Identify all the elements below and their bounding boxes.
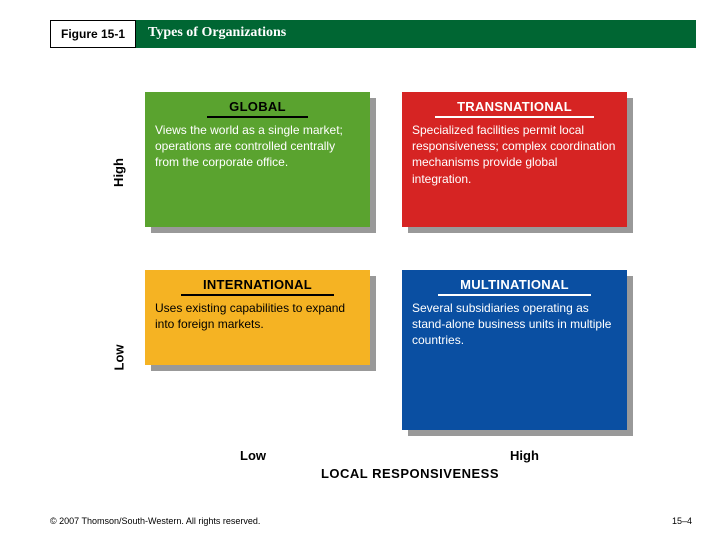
- quadrant-heading: GLOBAL: [207, 99, 308, 118]
- quadrant-box: TRANSNATIONAL Specialized facilities per…: [402, 92, 627, 227]
- x-axis-low-label: Low: [240, 448, 266, 463]
- quadrant-box: GLOBAL Views the world as a single marke…: [145, 92, 370, 227]
- heading-wrap: MULTINATIONAL: [412, 276, 617, 296]
- quadrant-desc: Several subsidiaries operating as stand-…: [412, 300, 617, 349]
- quadrant-desc: Specialized facilities permit local resp…: [412, 122, 617, 187]
- quadrant-international: INTERNATIONAL Uses existing capabilities…: [145, 270, 370, 365]
- quadrant-desc: Uses existing capabilities to expand int…: [155, 300, 360, 332]
- y-axis-high-label: High: [111, 158, 126, 187]
- heading-wrap: GLOBAL: [155, 98, 360, 118]
- quadrant-heading: TRANSNATIONAL: [435, 99, 594, 118]
- quadrant-heading: MULTINATIONAL: [438, 277, 591, 296]
- quadrant-transnational: TRANSNATIONAL Specialized facilities per…: [402, 92, 627, 227]
- quadrant-desc: Views the world as a single market; oper…: [155, 122, 360, 171]
- x-axis-high-label: High: [510, 448, 539, 463]
- footer-copyright: © 2007 Thomson/South-Western. All rights…: [50, 516, 260, 526]
- header-title: Types of Organizations: [136, 20, 696, 48]
- heading-wrap: INTERNATIONAL: [155, 276, 360, 296]
- figure-label: Figure 15-1: [50, 20, 136, 48]
- header-bar: Figure 15-1 Types of Organizations: [50, 20, 696, 48]
- quadrant-multinational: MULTINATIONAL Several subsidiaries opera…: [402, 270, 627, 430]
- quadrant-box: INTERNATIONAL Uses existing capabilities…: [145, 270, 370, 365]
- footer-page-number: 15–4: [672, 516, 692, 526]
- heading-wrap: TRANSNATIONAL: [412, 98, 617, 118]
- y-axis-low-label: Low: [112, 345, 127, 371]
- quadrant-global: GLOBAL Views the world as a single marke…: [145, 92, 370, 227]
- x-axis-title: LOCAL RESPONSIVENESS: [0, 466, 720, 481]
- quadrant-box: MULTINATIONAL Several subsidiaries opera…: [402, 270, 627, 430]
- quadrant-heading: INTERNATIONAL: [181, 277, 334, 296]
